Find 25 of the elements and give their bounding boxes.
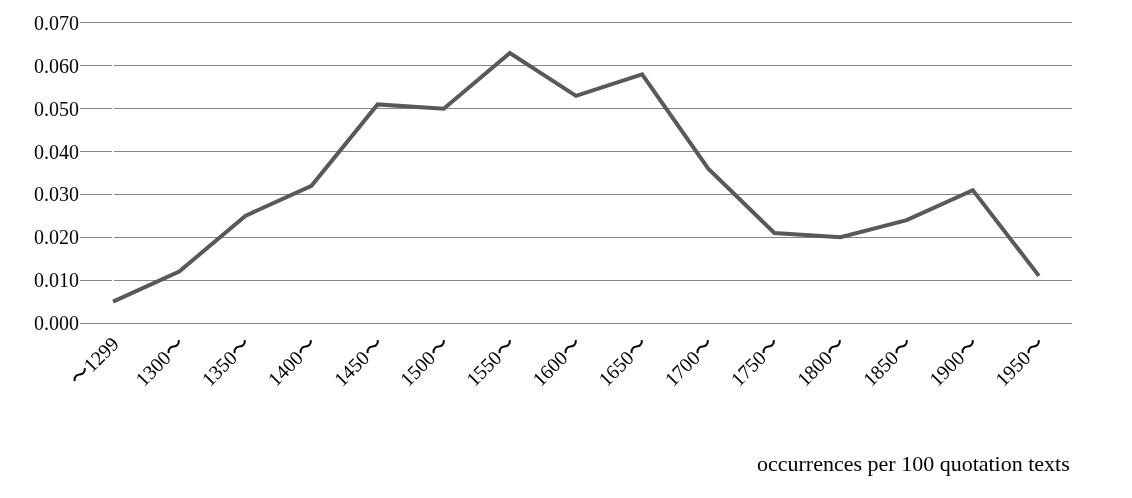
x-tick-label: 1850〜 <box>858 332 917 391</box>
y-tick-label: 0.050 <box>34 97 79 120</box>
x-tick-label: 1300〜 <box>131 332 190 391</box>
y-tick-label: 0.010 <box>34 269 79 292</box>
x-tick-label: 1950〜 <box>990 332 1049 391</box>
y-tick-label: 0.000 <box>34 312 79 334</box>
line-series <box>111 51 1041 304</box>
text: occurrences per 100 quotation texts <box>757 451 1070 476</box>
x-tick-label: 1500〜 <box>395 332 454 391</box>
x-tick-label: 1350〜 <box>197 332 256 391</box>
x-tick-label: 1450〜 <box>329 332 388 391</box>
x-tick-label: 〜1299 <box>64 332 123 391</box>
x-tick-label: 1900〜 <box>924 332 983 391</box>
x-tick-label: 1550〜 <box>461 332 520 391</box>
x-tick-label: 1800〜 <box>792 332 851 391</box>
y-tick-label: 0.040 <box>34 140 79 163</box>
y-tick-label: 0.020 <box>34 226 79 249</box>
x-tick-label: 1600〜 <box>527 332 586 391</box>
x-tick-label: 1750〜 <box>726 332 785 391</box>
x-tick-label: 1400〜 <box>263 332 322 391</box>
y-tick-label: 0.030 <box>34 183 79 206</box>
x-tick-label: 1650〜 <box>594 332 653 391</box>
y-tick-label: 0.070 <box>34 12 79 34</box>
x-tick-label: 1700〜 <box>660 332 719 391</box>
y-tick-label: 0.060 <box>34 54 79 77</box>
